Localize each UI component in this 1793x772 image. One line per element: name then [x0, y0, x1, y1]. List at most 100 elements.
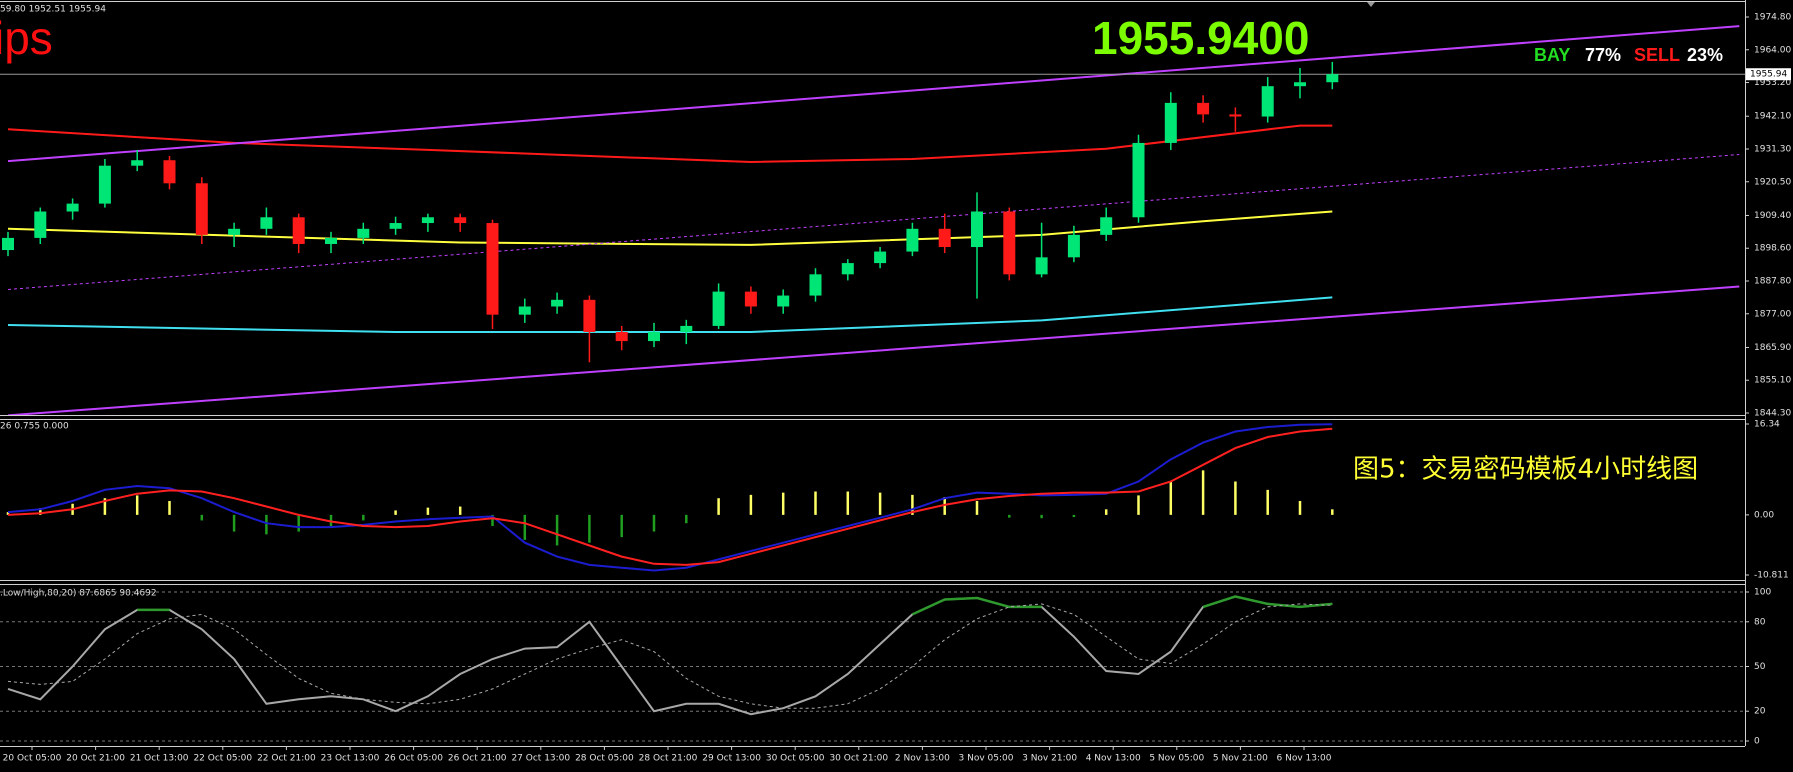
time-label: 23 Oct 13:00	[321, 754, 380, 764]
stochastic-line	[7, 603, 1333, 709]
candle-body	[680, 325, 693, 332]
candle-body	[2, 237, 14, 251]
stochastic-zone-segment	[976, 596, 1010, 609]
indicator-line	[7, 25, 1740, 163]
stochastic-zone-segment	[911, 598, 946, 616]
time-label: 28 Oct 05:00	[575, 754, 634, 764]
current-price-label: 1955.94	[1750, 70, 1787, 80]
shift-marker	[1367, 2, 1375, 7]
panel-plot	[0, 25, 1745, 415]
candle-body	[971, 211, 983, 248]
time-label: 26 Oct 21:00	[448, 754, 507, 764]
sell-percent: 23%	[1687, 45, 1723, 65]
stochastic-line	[7, 595, 1333, 716]
candle-body	[1132, 142, 1145, 218]
stochastic-zone-segment	[1267, 602, 1301, 609]
bay-label: BAY	[1534, 45, 1570, 65]
y-tick-label: 100	[1754, 588, 1771, 598]
stochastic-zone-segment	[1235, 595, 1268, 606]
y-tick-label: 1865.90	[1754, 343, 1791, 353]
indicator-line	[7, 124, 1333, 164]
time-label: 20 Oct 05:00	[3, 754, 62, 764]
time-label: 22 Oct 05:00	[193, 754, 252, 764]
panel-plot	[6, 423, 1334, 572]
y-tick-label: 1844.30	[1754, 409, 1791, 419]
candle-body	[131, 160, 144, 166]
y-tick-label: 1974.80	[1754, 13, 1791, 23]
candle-body	[421, 217, 434, 224]
time-label: 20 Oct 21:00	[66, 754, 125, 764]
time-label: 21 Oct 13:00	[130, 754, 189, 764]
panel-borders	[0, 0, 1746, 747]
indicator-line	[7, 296, 1333, 333]
macd-header: 26 0.755 0.000	[0, 422, 69, 432]
time-label: 2 Nov 13:00	[895, 754, 950, 764]
y-tick-label: 1877.00	[1754, 309, 1791, 319]
y-tick-label: 0	[1754, 737, 1760, 747]
candle-body	[1229, 114, 1242, 117]
time-label: 28 Oct 21:00	[639, 754, 698, 764]
candle-body	[518, 306, 531, 315]
time-label: 5 Nov 05:00	[1149, 754, 1204, 764]
y-tick-label: 50	[1754, 662, 1766, 672]
y-tick-label: 1855.10	[1754, 376, 1791, 386]
candle-body	[260, 217, 273, 229]
y-tick-label: 1898.60	[1754, 244, 1791, 254]
candle-body	[357, 228, 370, 238]
time-label: 26 Oct 05:00	[384, 754, 443, 764]
y-tick-label: 1920.50	[1754, 177, 1791, 187]
candle-body	[583, 299, 596, 332]
candle-body	[906, 228, 919, 252]
candle-body	[228, 228, 241, 235]
time-label: 27 Oct 13:00	[511, 754, 570, 764]
panel-plot	[0, 591, 1745, 742]
candle-body	[1326, 74, 1339, 83]
y-tick-label: 80	[1754, 617, 1766, 627]
candle-body	[777, 295, 790, 307]
macd-line	[7, 427, 1333, 566]
price-display: 1955.9400	[1092, 12, 1309, 64]
y-tick-label: 20	[1754, 707, 1766, 717]
candle-body	[163, 160, 176, 184]
y-tick-label: 1964.00	[1754, 45, 1791, 55]
sell-label: SELL	[1634, 45, 1680, 65]
candle-body	[292, 217, 305, 244]
candle-body	[841, 263, 854, 275]
candle-body	[389, 223, 402, 229]
time-label: 29 Oct 13:00	[702, 754, 761, 764]
candle-body	[486, 223, 499, 315]
y-tick-label: 1953.20	[1754, 78, 1791, 88]
candle-body	[454, 217, 467, 224]
y-tick-label: 1942.10	[1754, 112, 1791, 122]
stochastic-zone-segment	[1299, 602, 1333, 609]
candle-body	[1035, 257, 1048, 275]
candle-body	[648, 331, 660, 342]
candle-body	[66, 203, 79, 212]
candle-body	[615, 331, 628, 342]
time-label: 6 Nov 13:00	[1277, 754, 1332, 764]
candle-body	[938, 228, 951, 248]
stochastic-header: .Low/High,80,20) 87.6865 90.4692	[0, 589, 157, 599]
bay-percent: 77%	[1585, 45, 1621, 65]
candle-body	[1164, 102, 1177, 143]
candle-body	[1003, 211, 1016, 275]
candle-body	[325, 237, 337, 244]
time-label: 5 Nov 21:00	[1213, 754, 1268, 764]
time-label: 30 Oct 05:00	[766, 754, 825, 764]
y-tick-label: -10.811	[1754, 571, 1789, 581]
y-tick-label: 0.00	[1754, 510, 1774, 520]
stochastic-zone-segment	[944, 596, 978, 601]
candle-body	[1197, 102, 1210, 115]
candle-body	[1261, 86, 1274, 117]
candle-body	[98, 165, 111, 204]
symbol-title: ips	[0, 12, 53, 64]
y-tick-label: 16.34	[1754, 420, 1780, 430]
candle-body	[809, 274, 822, 296]
ohlc-header: 59.80 1952.51 1955.94	[0, 5, 106, 15]
candle-body	[1294, 82, 1306, 87]
candle-body	[874, 251, 887, 264]
candle-body	[744, 291, 757, 307]
time-label: 4 Nov 13:00	[1086, 754, 1141, 764]
